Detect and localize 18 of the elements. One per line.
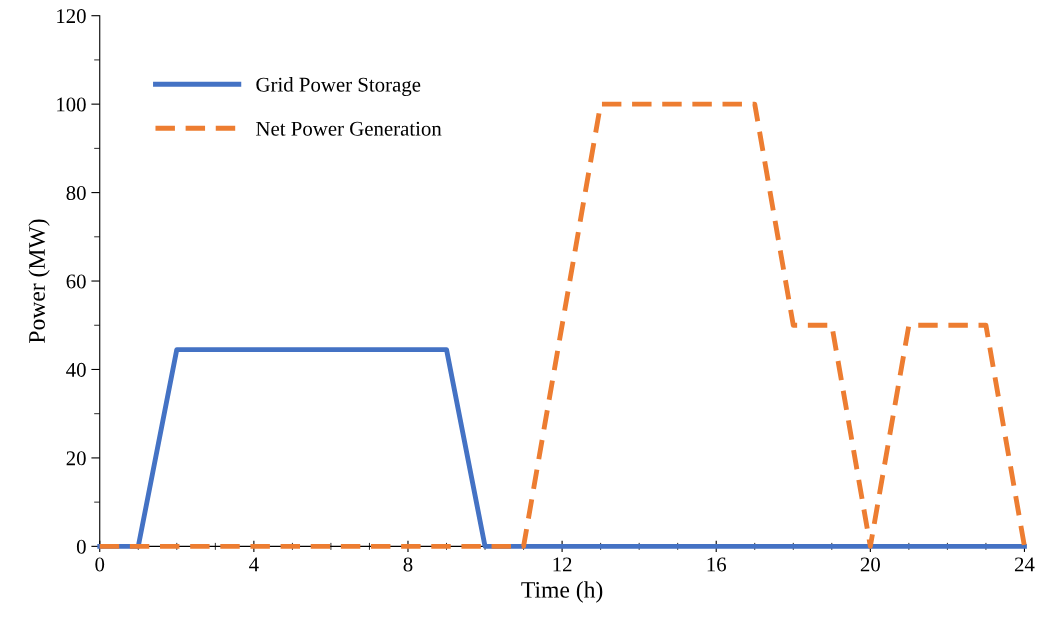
y-axis-title: Power (MW) bbox=[28, 219, 50, 343]
y-tick-label: 60 bbox=[66, 274, 86, 289]
y-tick-label: 40 bbox=[66, 362, 86, 377]
x-tick-label: 8 bbox=[403, 557, 413, 572]
y-tick-label: 0 bbox=[76, 539, 86, 554]
x-tick-label: 0 bbox=[95, 557, 105, 572]
legend-label: Grid Power Storage bbox=[256, 77, 421, 96]
x-axis-title: Time (h) bbox=[521, 581, 603, 603]
legend-label: Net Power Generation bbox=[256, 121, 442, 136]
y-tick-label: 80 bbox=[66, 185, 86, 201]
x-tick-label: 16 bbox=[707, 557, 727, 572]
x-tick-label: 24 bbox=[1014, 557, 1035, 572]
y-tick-label: 100 bbox=[57, 97, 86, 112]
x-tick-label: 4 bbox=[249, 557, 259, 572]
x-tick-label: 20 bbox=[860, 557, 880, 572]
y-tick-label: 20 bbox=[66, 451, 86, 466]
y-tick-label: 120 bbox=[57, 9, 86, 24]
x-tick-label: 12 bbox=[553, 557, 572, 572]
